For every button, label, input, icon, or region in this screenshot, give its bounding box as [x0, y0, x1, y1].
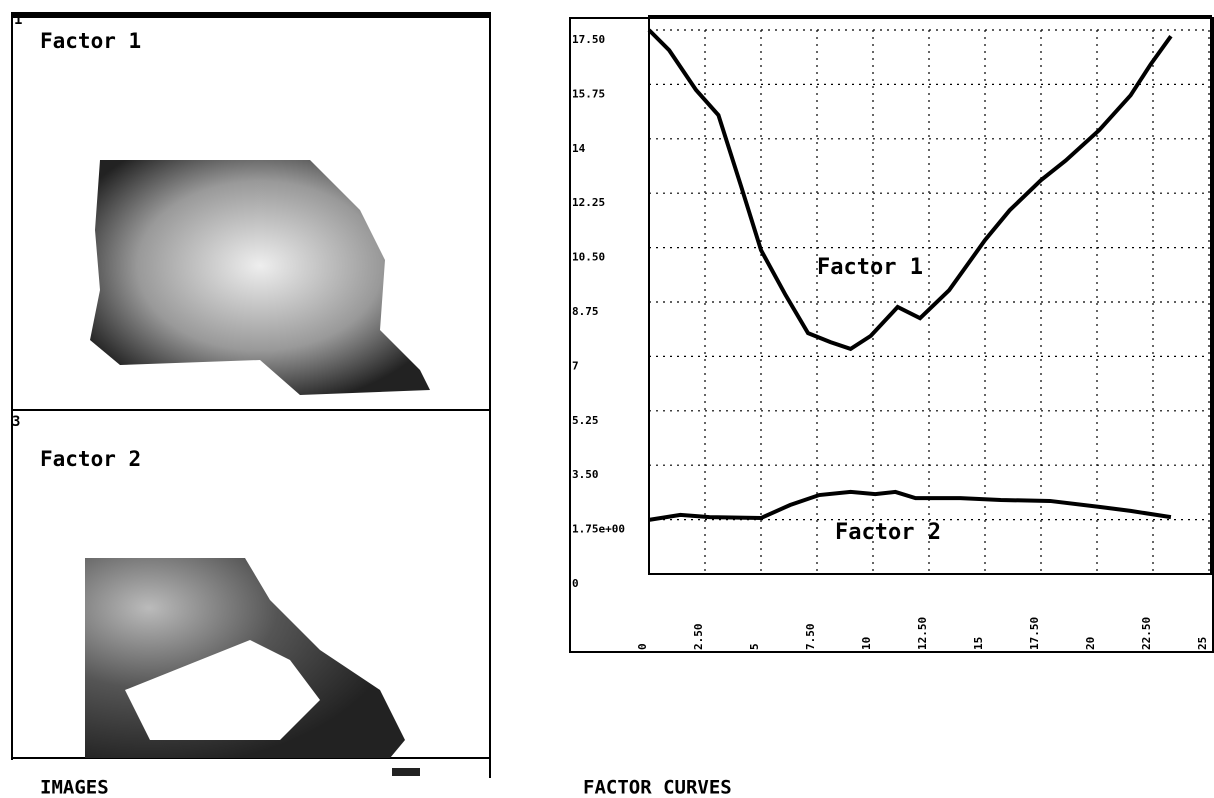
y-tick-label: 5.25	[572, 414, 599, 427]
curve	[647, 28, 1173, 352]
x-tick-label: 20	[1084, 637, 1097, 650]
y-tick-label: 15.75	[572, 87, 605, 100]
x-tick-label: 25	[1196, 637, 1209, 650]
y-tick-label: 3.50	[572, 468, 599, 481]
panel-number: 3	[12, 414, 20, 430]
curve	[648, 489, 1172, 522]
y-tick-label: 12.25	[572, 196, 605, 209]
images-panel: 1 Factor 1 3 Factor 2 IMAGES	[11, 12, 491, 798]
x-tick-label: 2.50	[692, 624, 705, 651]
x-tick-label: 0	[636, 643, 649, 650]
caption: IMAGES	[40, 777, 109, 798]
x-tick-label: 12.50	[916, 617, 929, 650]
panel-label: Factor 1	[40, 29, 141, 53]
panel-label: Factor 2	[40, 447, 141, 471]
factor-1-image	[90, 160, 430, 395]
chart-frame	[569, 17, 1214, 653]
image-fragment	[392, 768, 420, 776]
x-tick-label: 10	[860, 637, 873, 650]
y-tick-label: 14	[572, 142, 586, 155]
y-tick-label: 1.75e+00	[572, 523, 625, 536]
x-tick-label: 15	[972, 637, 985, 650]
y-tick-label: 7	[572, 359, 579, 372]
curve-label: Factor 2	[835, 520, 941, 545]
top-bar	[12, 12, 490, 18]
image-hole	[125, 640, 320, 740]
y-tick-label: 10.50	[572, 251, 605, 264]
x-tick-label: 17.50	[1028, 617, 1041, 650]
plot-frame	[648, 15, 1212, 575]
x-tick-label: 5	[748, 643, 761, 650]
x-tick-label: 22.50	[1140, 617, 1153, 650]
caption: FACTOR CURVES	[583, 777, 732, 798]
x-tick-label: 7.50	[804, 624, 817, 651]
y-tick-label: 17.50	[572, 33, 605, 46]
panel-number: 1	[14, 12, 22, 28]
y-tick-label: 8.75	[572, 305, 599, 318]
curve-label: Factor 1	[817, 255, 923, 280]
chart: 0 1.75e+00 3.50 5.25 7 8.75 10.50 12.25 14 15.75 1…	[572, 15, 1212, 651]
y-tick-label: 0	[572, 577, 579, 590]
